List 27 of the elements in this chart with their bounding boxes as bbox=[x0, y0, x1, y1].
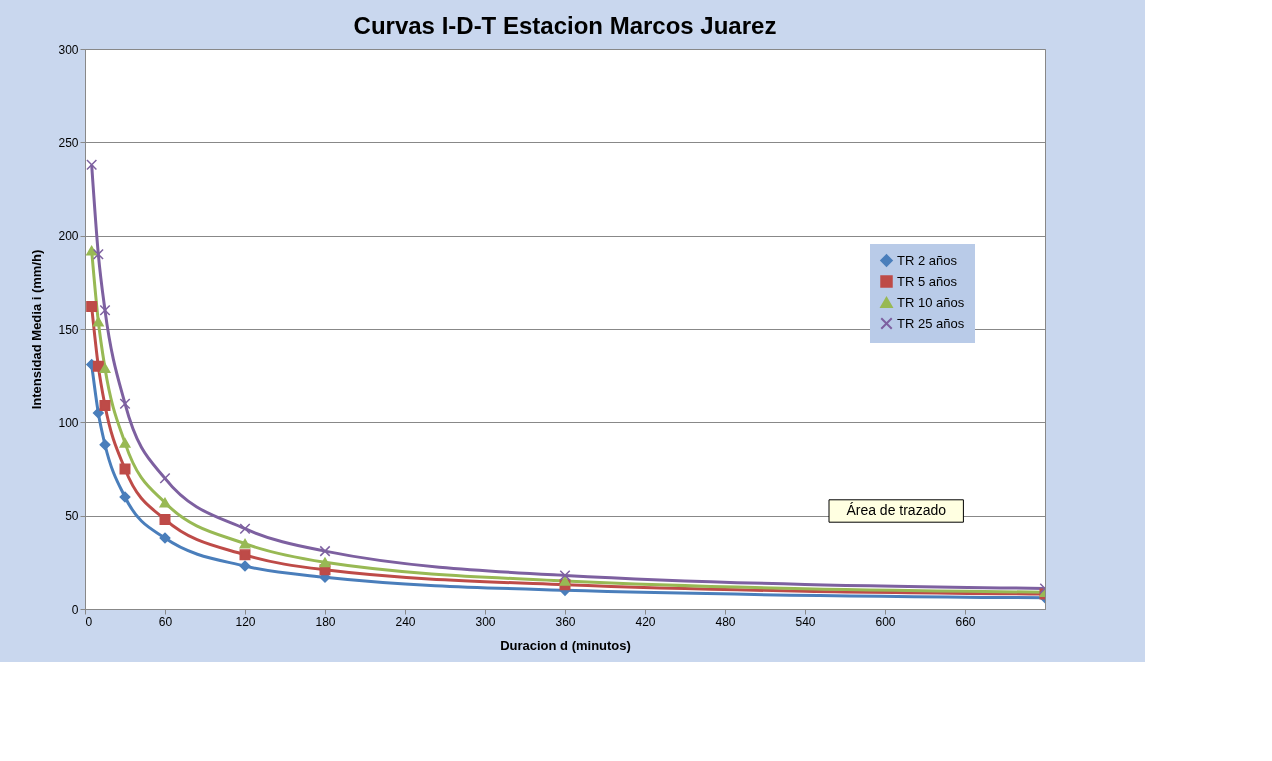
y-tick-label: 150 bbox=[58, 322, 79, 337]
x-tick-label: 480 bbox=[715, 614, 736, 629]
x-axis-title: Duracion d (minutos) bbox=[500, 637, 631, 653]
y-tick-label: 50 bbox=[65, 509, 79, 524]
y-tick-label: 0 bbox=[71, 602, 79, 617]
y-tick-label: 250 bbox=[58, 135, 79, 150]
x-tick-label: 360 bbox=[555, 614, 576, 629]
legend-label: TR 25 años bbox=[897, 315, 965, 331]
y-tick-label: 300 bbox=[58, 42, 79, 57]
legend-label: TR 5 años bbox=[897, 273, 958, 289]
x-tick-label: 240 bbox=[395, 614, 416, 629]
x-tick-label: 180 bbox=[315, 614, 336, 629]
x-tick-label: 420 bbox=[635, 614, 656, 629]
x-tick-label: 600 bbox=[875, 614, 896, 629]
x-tick-label: 0 bbox=[85, 614, 93, 629]
x-tick-label: 660 bbox=[955, 614, 976, 629]
legend-label: TR 2 años bbox=[897, 252, 958, 268]
x-tick-label: 60 bbox=[158, 614, 173, 629]
x-tick-label: 300 bbox=[475, 614, 496, 629]
chart-title: Curvas I-D-T Estacion Marcos Juarez bbox=[353, 12, 777, 39]
y-axis-title: Intensidad Media i (mm/h) bbox=[29, 249, 45, 410]
y-tick-label: 200 bbox=[58, 229, 79, 244]
x-tick-label: 120 bbox=[235, 614, 256, 629]
annotation: Área de trazado bbox=[846, 502, 947, 518]
x-tick-label: 540 bbox=[795, 614, 816, 629]
y-tick-label: 100 bbox=[58, 415, 79, 430]
legend-label: TR 10 años bbox=[897, 294, 965, 310]
